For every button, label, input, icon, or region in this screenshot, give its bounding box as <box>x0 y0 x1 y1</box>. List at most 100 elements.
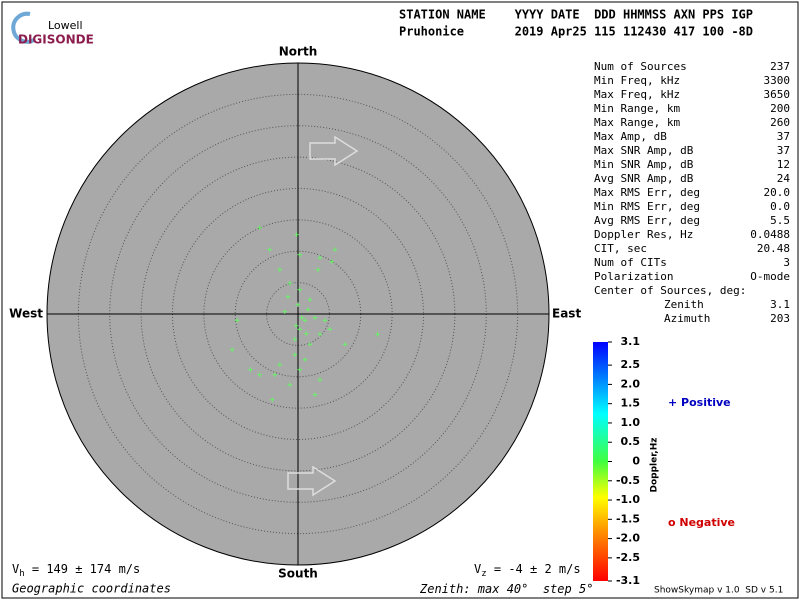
stat-value: 3300 <box>764 74 791 87</box>
stat-value: 37 <box>777 144 790 157</box>
source-point: + <box>272 370 278 380</box>
source-point: + <box>297 325 303 335</box>
colorbar-tick-label: -1.0 <box>616 493 640 506</box>
vz-label: Vz = -4 ± 2 m/s <box>474 562 581 579</box>
colorbar-tick-label: 2.5 <box>621 358 641 371</box>
source-point: + <box>287 380 293 390</box>
colorbar-tick-label: 1.0 <box>621 416 641 429</box>
stat-value: 24 <box>777 172 791 185</box>
source-point: + <box>302 316 308 326</box>
source-point: + <box>287 279 293 289</box>
vh-label: Vh = 149 ± 174 m/s <box>12 562 140 579</box>
stat-label: Min SNR Amp, dB <box>594 158 694 171</box>
center-value: 203 <box>770 312 790 325</box>
source-point: + <box>292 350 298 360</box>
source-point: + <box>327 325 333 335</box>
logo-top: Lowell <box>48 19 83 32</box>
source-point: + <box>317 254 323 264</box>
stat-value: O-mode <box>750 270 790 283</box>
stat-label: Avg RMS Err, deg <box>594 214 700 227</box>
source-point: + <box>277 360 283 370</box>
stat-value: 0.0488 <box>750 228 790 241</box>
source-point: + <box>303 330 309 340</box>
stat-value: 260 <box>770 116 790 129</box>
center-label: Azimuth <box>664 312 710 325</box>
source-point: + <box>294 230 300 240</box>
center-value: 3.1 <box>770 298 790 311</box>
center-title: Center of Sources, deg: <box>594 284 746 297</box>
colorbar <box>593 342 608 581</box>
source-point: + <box>299 313 305 323</box>
stat-label: Max RMS Err, deg <box>594 186 700 199</box>
source-point: + <box>270 395 276 405</box>
source-point: + <box>305 306 311 316</box>
stat-label: Max Amp, dB <box>594 130 667 143</box>
stat-label: Doppler Res, Hz <box>594 228 693 241</box>
stat-value: 3 <box>783 256 790 269</box>
colorbar-tick-label: 1.5 <box>621 397 641 410</box>
colorbar-tick-label: -2.5 <box>616 551 640 564</box>
source-point: + <box>375 330 381 340</box>
source-point: + <box>297 365 303 375</box>
stat-value: 20.48 <box>757 242 790 255</box>
source-point: + <box>248 365 254 375</box>
stat-label: Max SNR Amp, dB <box>594 144 694 157</box>
source-point: + <box>302 355 308 365</box>
stat-value: 20.0 <box>764 186 791 199</box>
source-point: + <box>234 316 240 326</box>
stat-label: Num of CITs <box>594 256 667 269</box>
source-point: + <box>312 313 318 323</box>
colorbar-tick-label: -3.1 <box>616 574 640 587</box>
source-point: + <box>257 224 263 234</box>
source-point: + <box>317 375 323 385</box>
stat-label: Avg SNR Amp, dB <box>594 172 694 185</box>
stat-label: Max Range, km <box>594 116 680 129</box>
logo-swoosh <box>11 11 35 44</box>
zenith-note: Zenith: max 40° step 5° <box>419 582 593 596</box>
stat-label: Num of Sources <box>594 60 687 73</box>
dir-label: South <box>278 567 318 581</box>
source-point: + <box>307 296 313 306</box>
source-point: + <box>332 245 338 255</box>
source-point: + <box>297 251 303 261</box>
source-point: + <box>322 316 328 326</box>
colorbar-tick-label: 2.0 <box>621 377 641 390</box>
source-point: + <box>329 257 335 267</box>
colorbar-tick-label: 0 <box>632 455 640 468</box>
stat-label: CIT, sec <box>594 242 647 255</box>
header-line: Pruhonice 2019 Apr25 115 112430 417 100 … <box>399 25 753 39</box>
colorbar-tick-label: -1.5 <box>616 512 640 525</box>
source-point: + <box>277 266 283 276</box>
version: ShowSkymap v 1.0 SD v 5.1 <box>654 586 783 596</box>
coords-label: Geographic coordinates <box>12 582 171 596</box>
source-point: + <box>293 321 299 331</box>
stat-value: 3650 <box>764 88 791 101</box>
dir-label: East <box>552 307 581 321</box>
source-point: + <box>297 286 303 296</box>
source-point: + <box>229 345 235 355</box>
stat-value: 5.5 <box>770 214 790 227</box>
source-point: + <box>342 340 348 350</box>
stat-label: Min RMS Err, deg <box>594 200 700 213</box>
arrow-icon <box>309 135 359 167</box>
source-point: + <box>292 335 298 345</box>
dir-label: North <box>279 45 317 59</box>
colorbar-tick-label: -2.0 <box>616 532 640 545</box>
source-point: + <box>307 340 313 350</box>
arrow-icon <box>287 465 337 497</box>
stat-value: 12 <box>777 158 790 171</box>
stat-label: Max Freq, kHz <box>594 88 680 101</box>
source-point: + <box>315 266 321 276</box>
source-point: + <box>317 330 323 340</box>
source-point: + <box>312 390 318 400</box>
stat-label: Min Freq, kHz <box>594 74 680 87</box>
logo-bottom: DIGISONDE <box>18 33 94 47</box>
colorbar-tick-label: 0.5 <box>621 435 641 448</box>
source-point: + <box>267 245 273 255</box>
stat-label: Min Range, km <box>594 102 680 115</box>
stat-label: Polarization <box>594 270 673 283</box>
stat-value: 0.0 <box>770 200 790 213</box>
dir-label: West <box>9 307 43 321</box>
source-point: + <box>282 308 288 318</box>
